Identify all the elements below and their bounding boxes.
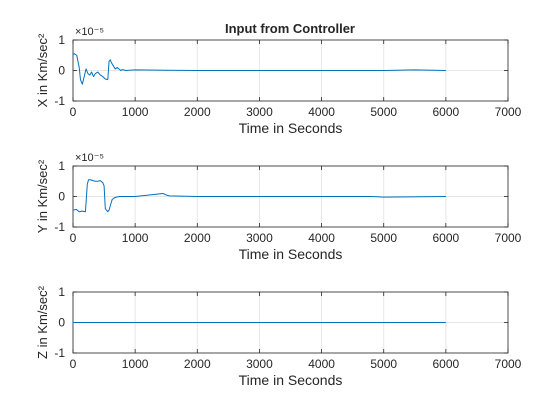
y-tick-label: 1	[58, 285, 65, 299]
exponent-label: ×10⁻⁵	[75, 152, 104, 164]
x-tick-label: 0	[70, 105, 77, 119]
x-tick-label: 2000	[184, 231, 211, 245]
x-tick-label: 1000	[122, 105, 149, 119]
x-tick-label: 4000	[308, 105, 335, 119]
y-axis-label: Y in Km/sec²	[35, 159, 50, 233]
x-axis-label: Time in Seconds	[239, 120, 343, 136]
x-tick-label: 1000	[122, 231, 149, 245]
y-tick-label: 1	[58, 159, 65, 173]
x-tick-label: 6000	[433, 357, 460, 371]
x-tick-label: 0	[70, 231, 77, 245]
x-tick-label: 3000	[246, 231, 273, 245]
series-line	[72, 179, 446, 213]
y-axis-label: Z in Km/sec²	[35, 285, 50, 359]
subplot-2: 0 1000 2000 3000 4000 5000 6000 7000 -1 0 1 ×10⁻⁵ Ti…	[35, 152, 522, 262]
x-tick-label: 2000	[184, 357, 211, 371]
y-tick-label: 1	[58, 33, 65, 47]
x-tick-label: 7000	[495, 105, 522, 119]
subplot-1: 0 1000 2000 3000 4000 5000 6000 7000 -1 0 1 ×10⁻⁵ Ti…	[35, 26, 522, 136]
series-line	[72, 53, 446, 85]
x-tick-label: 3000	[246, 357, 273, 371]
x-tick-label: 4000	[308, 231, 335, 245]
y-tick-label: 0	[58, 64, 65, 78]
x-tick-label: 0	[70, 357, 77, 371]
y-tick-label: 0	[58, 316, 65, 330]
x-tick-label: 5000	[370, 357, 397, 371]
y-tick-label: -1	[54, 346, 65, 360]
x-tick-label: 5000	[370, 231, 397, 245]
x-tick-label: 3000	[246, 105, 273, 119]
y-tick-label: -1	[54, 94, 65, 108]
y-tick-label: -1	[54, 220, 65, 234]
x-axis-label: Time in Seconds	[239, 372, 343, 388]
x-tick-label: 4000	[308, 357, 335, 371]
subplot-3: 0 1000 2000 3000 4000 5000 6000 7000 -1 0 1 Time in…	[35, 285, 522, 388]
x-tick-label: 2000	[184, 105, 211, 119]
y-tick-label: 0	[58, 190, 65, 204]
x-tick-label: 7000	[495, 357, 522, 371]
figure-title: Input from Controller	[225, 21, 355, 36]
x-tick-label: 5000	[370, 105, 397, 119]
y-axis-label: X in Km/sec²	[35, 33, 50, 107]
x-tick-label: 6000	[433, 105, 460, 119]
x-tick-label: 1000	[122, 357, 149, 371]
x-tick-label: 7000	[495, 231, 522, 245]
exponent-label: ×10⁻⁵	[75, 26, 104, 38]
x-tick-label: 6000	[433, 231, 460, 245]
x-axis-label: Time in Seconds	[239, 246, 343, 262]
